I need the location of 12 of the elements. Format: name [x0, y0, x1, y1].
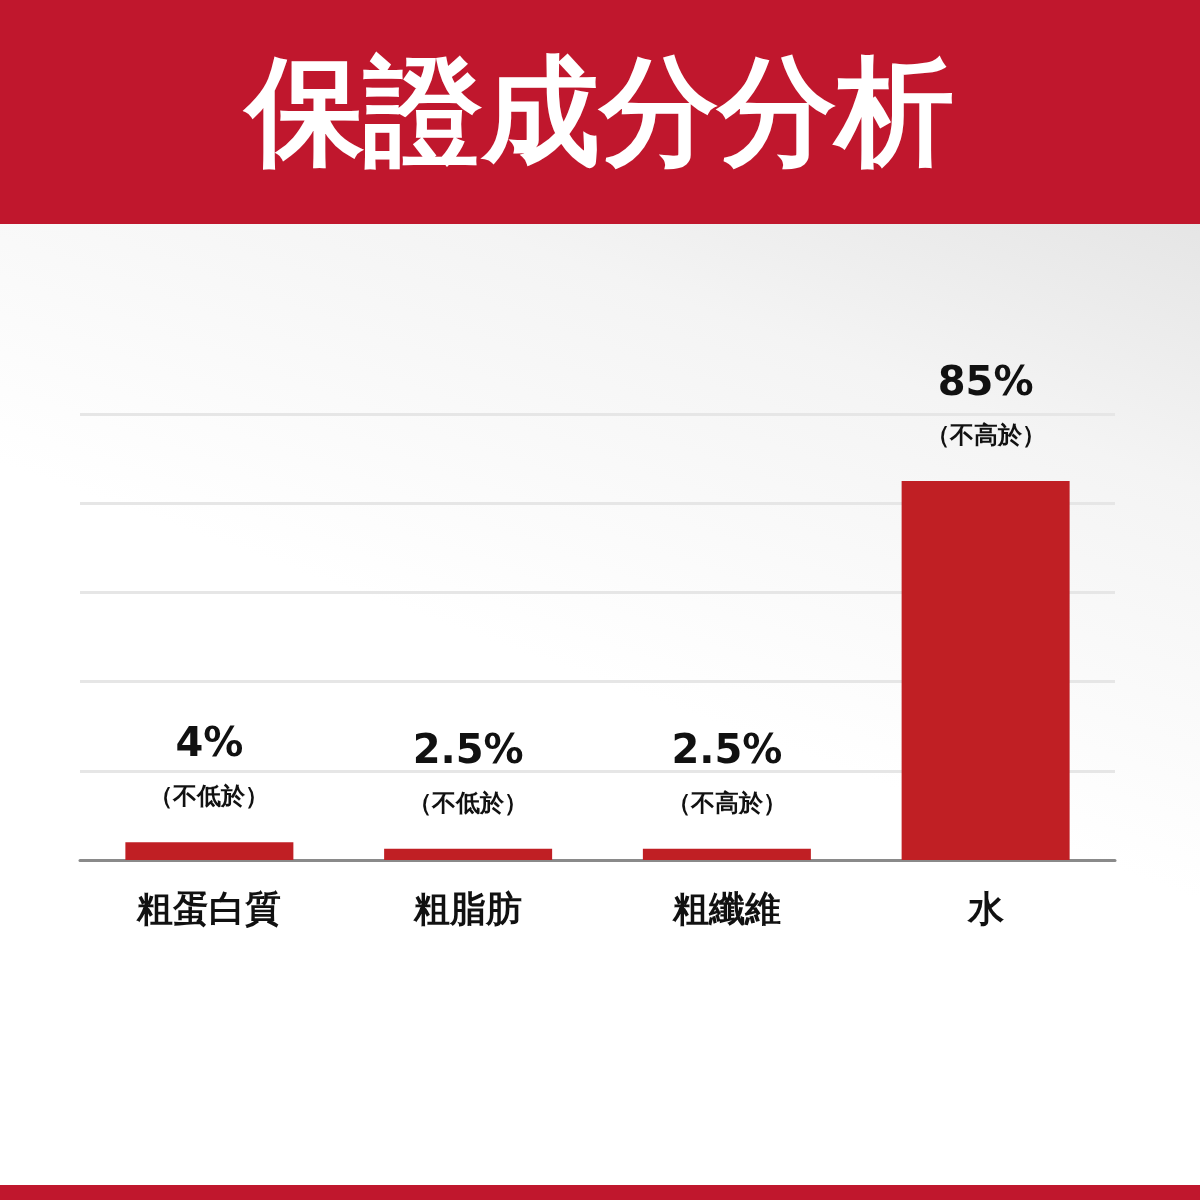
data-label: 85% [937, 357, 1034, 404]
x-tick-label: 水 [966, 887, 1004, 929]
annotation: （不低於） [149, 782, 270, 811]
annotation: （不高於） [925, 420, 1046, 449]
data-label: 2.5% [671, 725, 783, 772]
data-label: 2.5% [412, 725, 524, 772]
annotation: （不低於） [408, 788, 529, 817]
annotation: （不高於） [666, 788, 787, 817]
x-tick-label: 粗纖維 [671, 887, 781, 929]
x-tick-label: 粗脂肪 [413, 887, 523, 929]
data-label: 4% [175, 719, 244, 766]
x-tick-label: 粗蛋白質 [136, 887, 282, 929]
